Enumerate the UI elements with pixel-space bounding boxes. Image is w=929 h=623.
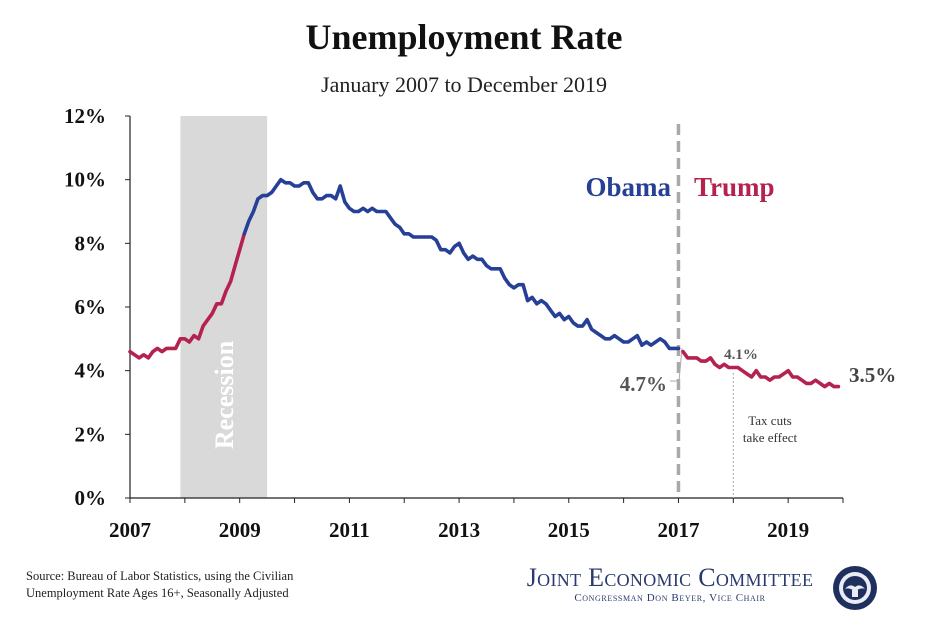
y-tick-label: 10% — [64, 168, 106, 192]
final-value-label: 3.5% — [849, 363, 896, 387]
source-line-1: Source: Bureau of Labor Statistics, usin… — [26, 569, 294, 583]
tax-cuts-note-line1: Tax cuts — [748, 413, 792, 428]
tax-value-label: 4.1% — [724, 347, 758, 363]
chart-subtitle: January 2007 to December 2019 — [321, 72, 607, 97]
jec-branding: Joint Economic Committee Congressman Don… — [505, 563, 835, 604]
source-line-2: Unemployment Rate Ages 16+, Seasonally A… — [26, 586, 289, 600]
y-tick-label: 4% — [75, 359, 107, 383]
recession-label: Recession — [210, 340, 239, 449]
x-tick-label: 2017 — [657, 518, 699, 542]
jec-name: Joint Economic Committee — [526, 563, 814, 592]
series-segment-obama — [242, 177, 681, 351]
unemployment-chart: Unemployment Rate January 2007 to Decemb… — [64, 17, 896, 542]
y-tick-label: 2% — [75, 422, 107, 446]
obama-label: Obama — [585, 172, 671, 202]
congress-seal-icon — [833, 566, 877, 610]
y-tick-label: 6% — [75, 295, 107, 319]
source-note: Source: Bureau of Labor Statistics, usin… — [26, 568, 386, 602]
x-tick-label: 2019 — [767, 518, 809, 542]
tax-cuts-note-line2: take effect — [743, 430, 798, 445]
obama-end-value-label: 4.7% — [620, 372, 667, 396]
x-tick-label: 2013 — [438, 518, 480, 542]
y-tick-label: 12% — [64, 104, 106, 128]
x-tick-label: 2015 — [548, 518, 590, 542]
series-segment-bush — [128, 232, 247, 360]
x-tick-label: 2011 — [329, 518, 370, 542]
trump-label: Trump — [694, 172, 775, 202]
series-segment-trump — [681, 349, 841, 389]
x-tick-label: 2007 — [109, 518, 151, 542]
obama-end-leader — [678, 348, 683, 382]
chart-title: Unemployment Rate — [306, 17, 623, 57]
x-tick-label: 2009 — [219, 518, 261, 542]
recession-band — [180, 116, 268, 498]
y-tick-label: 8% — [75, 231, 107, 255]
jec-subtitle: Congressman Don Beyer, Vice Chair — [574, 592, 766, 604]
y-tick-label: 0% — [75, 486, 107, 510]
